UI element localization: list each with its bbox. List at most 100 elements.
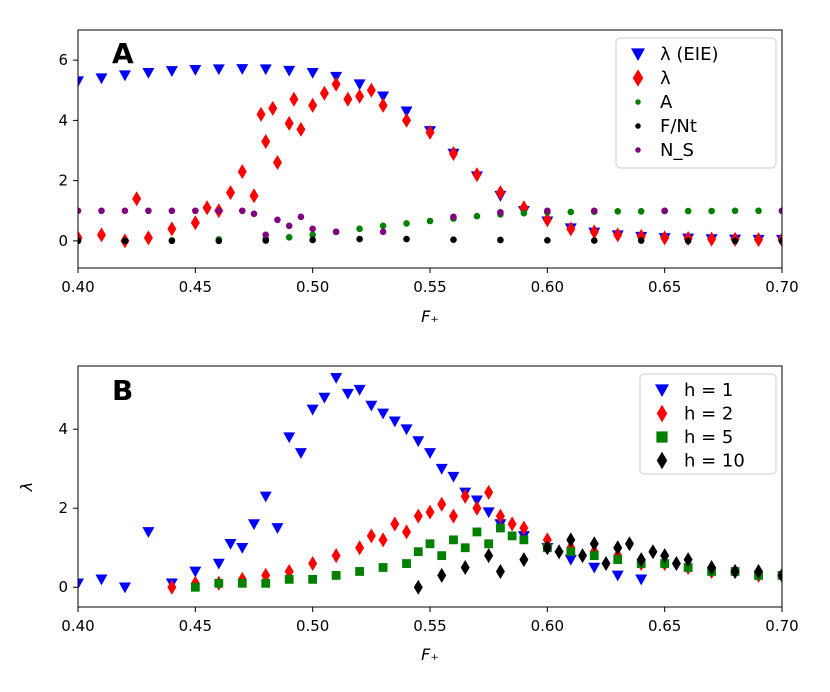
data-point (95, 574, 108, 586)
data-point (448, 146, 458, 162)
data-point (495, 185, 505, 201)
y-axis-label: λ (17, 482, 36, 492)
legend-marker (632, 69, 644, 87)
data-point (308, 574, 318, 584)
data-point (296, 121, 306, 137)
data-point (566, 221, 576, 237)
data-point (460, 488, 470, 504)
data-point (635, 574, 648, 586)
data-point (496, 523, 505, 533)
legend-label: A (660, 92, 673, 113)
legend: λ (EIE) λA F/Nt N_S (615, 37, 777, 169)
data-point (590, 237, 598, 244)
data-point (472, 500, 482, 516)
data-point (777, 567, 782, 583)
data-point (730, 563, 740, 579)
panel-b: 0.40 0.45 0.50 0.55 0.60 0.65 0.70 0 2 4 F₊ λ B h = 1… (17, 365, 799, 664)
legend-marker (655, 384, 669, 397)
data-point (611, 570, 624, 582)
data-point (356, 235, 363, 243)
data-point (519, 552, 529, 568)
series-- (78, 76, 782, 249)
x-tick-label: 0.55 (413, 617, 446, 635)
data-point (190, 582, 200, 592)
data-point (379, 222, 387, 230)
data-point (450, 213, 457, 221)
data-point (424, 448, 436, 459)
x-tick-label: 0.50 (296, 278, 329, 296)
data-point (403, 220, 410, 227)
data-point (248, 519, 260, 531)
data-point (306, 67, 319, 79)
data-point (332, 228, 340, 236)
data-point (78, 207, 82, 215)
data-point (319, 85, 329, 101)
data-point (377, 408, 390, 420)
data-point (214, 578, 224, 588)
x-tick-label: 0.70 (765, 617, 798, 635)
data-point (683, 552, 693, 568)
data-point (636, 552, 646, 568)
data-point (544, 236, 551, 244)
data-point (754, 232, 764, 248)
y-tick-label: 6 (58, 51, 68, 69)
data-point (355, 540, 365, 556)
data-point (544, 207, 551, 215)
data-point (484, 484, 494, 500)
data-point (601, 556, 611, 572)
data-point (236, 542, 249, 554)
data-point (142, 527, 155, 538)
y-tick-label: 0 (58, 232, 68, 250)
data-point (402, 112, 412, 128)
panel-a: 0.40 0.45 0.50 0.55 0.60 0.65 0.70 0 2 4 6 F₊ A λ (EI… (58, 29, 799, 326)
data-point (472, 527, 482, 537)
data-point (460, 559, 470, 575)
data-point (192, 207, 199, 215)
data-point (400, 424, 413, 436)
data-point (215, 237, 223, 245)
data-point (613, 555, 623, 564)
data-point (378, 532, 388, 548)
data-point (684, 207, 692, 215)
data-point (449, 535, 458, 545)
legend-marker (656, 451, 668, 470)
data-point (377, 91, 390, 103)
data-point (484, 548, 494, 564)
data-point (425, 504, 435, 520)
data-point (96, 227, 106, 243)
x-tick-label: 0.40 (61, 617, 94, 635)
series-h-1 (78, 373, 648, 594)
data-point (567, 208, 575, 216)
x-tick-label: 0.45 (179, 617, 212, 635)
data-point (648, 544, 658, 560)
data-point (614, 208, 622, 215)
data-point (578, 548, 588, 564)
data-point (450, 236, 457, 243)
series-h-2 (167, 484, 782, 595)
data-point (388, 416, 401, 428)
data-point (238, 207, 246, 215)
data-point (588, 562, 601, 574)
data-point (289, 91, 299, 107)
data-point (624, 536, 634, 552)
data-point (95, 73, 108, 85)
legend-label: F/Nt (660, 116, 697, 137)
data-point (167, 579, 177, 595)
data-point (412, 436, 425, 448)
data-point (274, 216, 281, 224)
data-point (297, 213, 305, 221)
data-point (435, 463, 448, 475)
y-tick-label: 4 (58, 420, 68, 438)
data-point (754, 563, 764, 579)
data-point (589, 224, 599, 240)
data-point (589, 536, 599, 552)
data-point (355, 88, 365, 104)
data-point (519, 535, 529, 545)
data-point (167, 221, 177, 237)
data-point (309, 231, 316, 239)
data-point (142, 67, 155, 79)
data-point (189, 64, 202, 76)
x-tick-label: 0.60 (531, 278, 564, 296)
data-point (566, 547, 576, 557)
data-point (507, 531, 517, 541)
